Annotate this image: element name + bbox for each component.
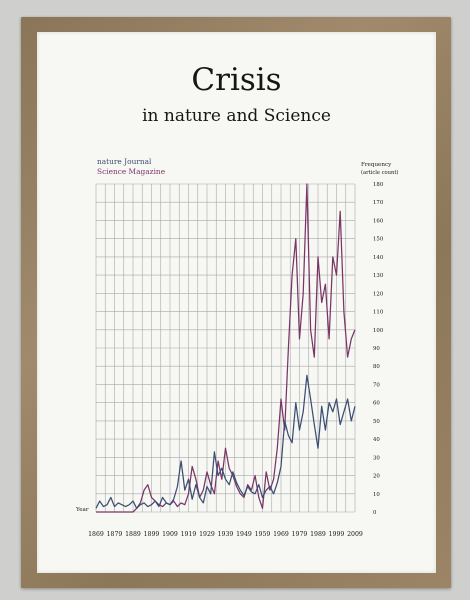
x-tick-label: 1899 [144, 531, 160, 538]
y-tick-label: 50 [373, 419, 380, 425]
x-tick-label: 1959 [255, 531, 271, 538]
y-tick-label: 80 [373, 364, 380, 370]
x-tick-label: 1889 [125, 531, 141, 538]
x-tick-label: 1909 [162, 531, 178, 538]
y-tick-label: 10 [373, 492, 380, 498]
y-axis-label-line2: (article count) [361, 169, 398, 176]
y-tick-label: 60 [373, 401, 380, 407]
x-tick-label: 2009 [347, 531, 363, 538]
legend-entry-nature: nature Journal [97, 157, 152, 166]
y-tick-label: 110 [373, 310, 384, 316]
poster-subtitle: in nature and Science [142, 106, 331, 126]
x-tick-label: 1999 [329, 531, 345, 538]
y-tick-label: 100 [373, 328, 384, 334]
y-tick-label: 130 [373, 273, 384, 279]
y-tick-label: 70 [373, 382, 380, 388]
y-tick-label: 160 [373, 218, 384, 224]
x-tick-label: 1969 [273, 531, 289, 538]
y-tick-label: 150 [373, 237, 384, 243]
poster-title: Crisis [191, 62, 282, 98]
legend-entry-science: Science Magazine [97, 167, 165, 176]
x-tick-label: 1949 [236, 531, 252, 538]
y-tick-label: 90 [373, 346, 380, 352]
x-tick-label: 1989 [310, 531, 326, 538]
x-tick-label: 1869 [88, 531, 104, 538]
y-tick-label: 30 [373, 455, 380, 461]
y-tick-label: 140 [373, 255, 384, 261]
x-tick-label: 1939 [218, 531, 234, 538]
y-tick-label: 0 [373, 510, 377, 516]
x-tick-label: 1979 [292, 531, 308, 538]
x-tick-label: 1929 [199, 531, 215, 538]
x-tick-label: 1879 [107, 531, 123, 538]
y-tick-label: 180 [373, 182, 384, 188]
series-line-nature [95, 374, 356, 509]
x-axis-label: Year [75, 507, 89, 513]
y-tick-label: 20 [373, 474, 380, 480]
x-tick-label: 1919 [181, 531, 197, 538]
y-tick-label: 40 [373, 437, 380, 443]
y-tick-label: 170 [373, 200, 384, 206]
y-axis-label-line1: Frequency [361, 162, 392, 168]
series-line-science [96, 183, 356, 513]
y-tick-label: 120 [373, 291, 384, 297]
